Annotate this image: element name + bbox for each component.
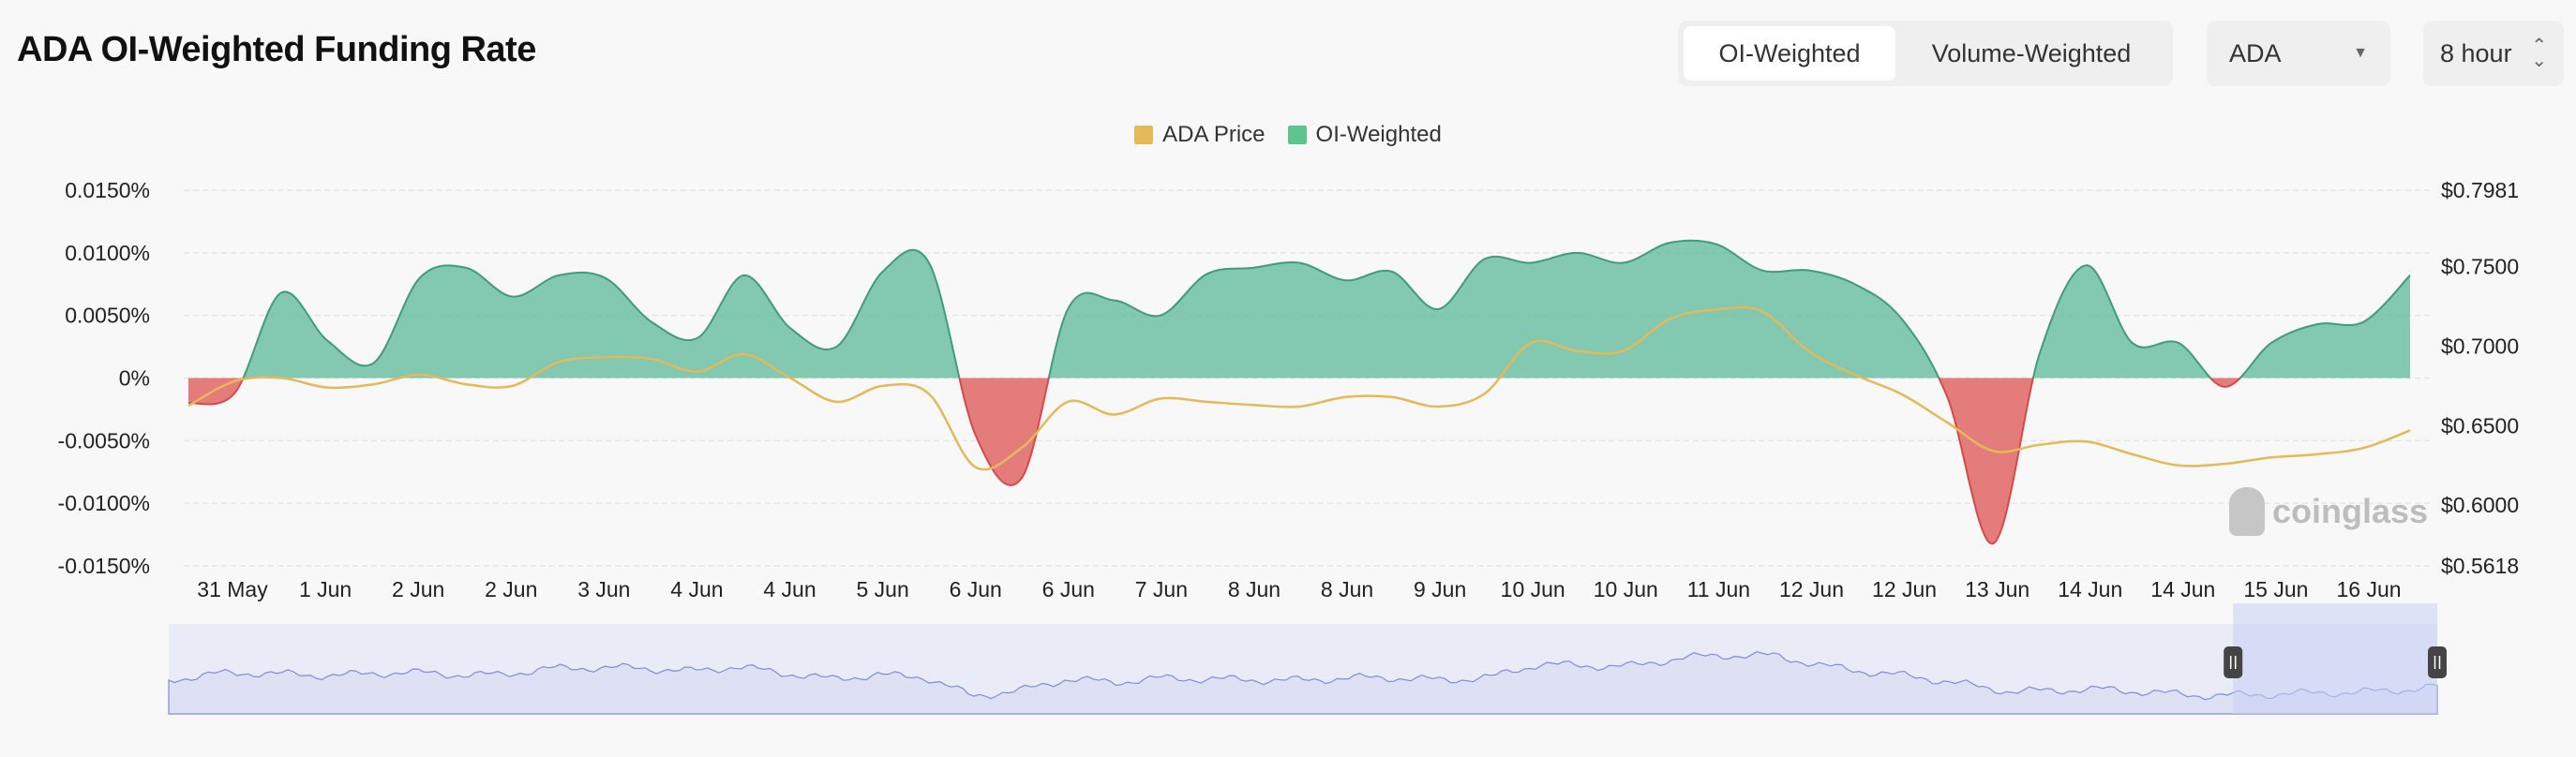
y-right-tick-label: $0.7500 [2441, 255, 2519, 279]
watermark-text: coinglass [2272, 492, 2429, 530]
negative-funding-area [188, 378, 2410, 543]
legend-label: OI-Weighted [1315, 122, 1442, 147]
legend-swatch-price [1134, 126, 1154, 144]
x-tick-label: 12 Jun [1779, 577, 1844, 601]
tab-volume-weighted[interactable]: Volume-Weighted [1931, 38, 2132, 67]
x-tick-label: 14 Jun [2058, 577, 2122, 601]
x-tick-label: 8 Jun [1321, 577, 1373, 601]
positive-funding-area [188, 240, 2410, 378]
navigator-series [168, 651, 2438, 715]
caret-down-icon: ▼ [2353, 45, 2368, 61]
y-right-tick-label: $0.5618 [2441, 554, 2519, 578]
x-tick-label: 2 Jun [485, 577, 537, 601]
x-tick-label: 10 Jun [1501, 577, 1565, 601]
interval-select-value: 8 hour [2440, 38, 2512, 67]
coinglass-logo-icon [2229, 487, 2265, 536]
x-tick-label: 11 Jun [1687, 577, 1750, 601]
y-left-tick-label: 0.0100% [65, 241, 150, 265]
positive-funding-line [242, 239, 2411, 378]
x-tick-label: 4 Jun [670, 577, 723, 601]
y-left-tick-label: 0.0050% [65, 304, 150, 328]
x-tick-label: 8 Jun [1228, 577, 1281, 601]
coinglass-watermark: coinglass [2229, 487, 2428, 536]
x-tick-label: 6 Jun [950, 577, 1002, 601]
x-tick-label: 16 Jun [2336, 577, 2401, 601]
y-left-tick-label: -0.0050% [58, 428, 150, 453]
y-left-tick-label: 0% [119, 366, 150, 391]
x-tick-label: 9 Jun [1414, 577, 1466, 601]
x-tick-label: 31 May [197, 577, 268, 601]
legend-label: ADA Price [1162, 122, 1266, 147]
x-tick-label: 4 Jun [763, 577, 816, 601]
x-tick-label: 15 Jun [2243, 577, 2308, 601]
tab-oi-weighted[interactable]: OI-Weighted [1684, 26, 1895, 81]
navigator-selection [2233, 603, 2437, 714]
y-right-tick-label: $0.6500 [2441, 413, 2519, 438]
navigator-left-handle[interactable] [2224, 646, 2243, 678]
page-title: ADA OI-Weighted Funding Rate [17, 30, 536, 69]
legend-item-oi-weighted[interactable]: OI-Weighted [1287, 122, 1442, 148]
y-left-tick-label: 0.0150% [65, 178, 150, 202]
x-tick-label: 7 Jun [1135, 577, 1188, 601]
y-right-tick-label: $0.7000 [2441, 334, 2519, 358]
x-tick-label: 13 Jun [1965, 577, 2029, 601]
x-tick-label: 12 Jun [1872, 577, 1937, 601]
x-tick-label: 10 Jun [1594, 577, 1658, 601]
chart-legend: ADA Price OI-Weighted [0, 122, 2576, 148]
y-right-tick-label: $0.6000 [2441, 493, 2519, 517]
legend-item-price[interactable]: ADA Price [1134, 122, 1266, 148]
y-left-tick-label: -0.0150% [58, 554, 150, 578]
navigator-right-handle[interactable] [2428, 646, 2447, 678]
y-left-tick-label: -0.0100% [58, 491, 150, 515]
coin-select-value: ADA [2229, 38, 2282, 67]
legend-swatch-oi [1287, 126, 1307, 144]
y-right-tick-label: $0.7981 [2441, 178, 2519, 202]
x-tick-label: 2 Jun [392, 577, 444, 601]
x-tick-label: 1 Jun [299, 577, 352, 601]
x-tick-label: 5 Jun [856, 577, 908, 601]
x-tick-label: 3 Jun [577, 577, 630, 601]
x-tick-label: 14 Jun [2150, 577, 2215, 601]
x-tick-label: 6 Jun [1042, 577, 1095, 601]
weighting-toggle: OI-Weighted Volume-Weighted [1678, 21, 2173, 86]
price-line [187, 305, 2411, 471]
interval-select[interactable]: 8 hour ⌃ ⌄ [2423, 21, 2564, 86]
up-down-chevron-icon: ⌃ ⌄ [2531, 36, 2547, 71]
coin-select[interactable]: ADA ▼ [2207, 21, 2390, 86]
